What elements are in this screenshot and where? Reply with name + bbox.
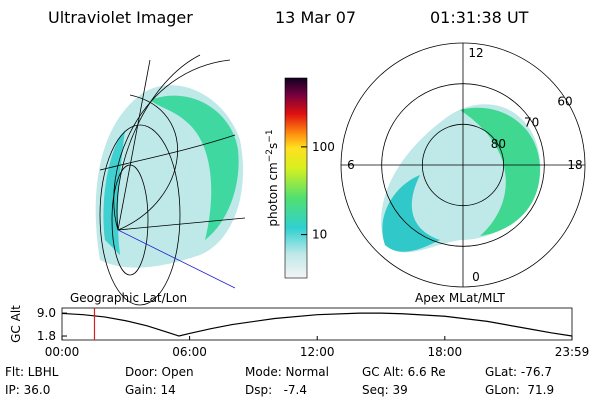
- info-field: Dsp: -7.4: [245, 383, 307, 397]
- x-tick-label: 18:00: [428, 345, 463, 359]
- geographic-image: [95, 54, 246, 306]
- x-tick-label: 23:59: [555, 345, 590, 359]
- x-tick-label: 12:00: [300, 345, 335, 359]
- lat-ring-label: 60: [557, 95, 572, 109]
- info-field: Gain: 14: [125, 383, 176, 397]
- title-time: 01:31:38 UT: [430, 8, 529, 27]
- mlt-label: 0: [472, 270, 480, 284]
- info-field: GC Alt: 6.6 Re: [362, 365, 446, 379]
- info-field: Mode: Normal: [245, 365, 329, 379]
- y-axis-label: GC Alt: [9, 305, 23, 343]
- mlt-label: 18: [567, 158, 582, 172]
- label-exp: −2: [265, 149, 275, 162]
- lat-ring-label: 70: [524, 116, 539, 130]
- title-instrument: Ultraviolet Imager: [48, 8, 193, 27]
- info-field: Seq: 39: [362, 383, 408, 397]
- info-field: GLat: -76.7: [485, 365, 552, 379]
- lat-ring-label: 80: [491, 137, 506, 151]
- lat-ring: [381, 83, 545, 247]
- polar-image: [381, 104, 541, 253]
- info-field: Door: Open: [125, 365, 194, 379]
- info-field: GLon: 71.9: [485, 383, 554, 397]
- mlt-label: 6: [347, 158, 355, 172]
- lat-ring: [340, 42, 586, 288]
- colorbar-label: photon cm−2s−1: [265, 129, 280, 226]
- polar-caption: Apex MLat/MLT: [415, 291, 505, 305]
- altitude-line: [61, 312, 573, 337]
- colorbar-tick-label: 10: [312, 228, 327, 242]
- lat-ring: [421, 123, 505, 207]
- y-tick-label: 9.0: [37, 306, 56, 320]
- label-base: photon cm: [266, 162, 280, 226]
- info-field: Flt: LBHL: [5, 365, 59, 379]
- mlt-label: 12: [468, 46, 483, 60]
- left-caption: Geographic Lat/Lon: [70, 291, 187, 305]
- colorbar: [284, 77, 308, 279]
- x-tick-label: 06:00: [172, 345, 207, 359]
- title-date: 13 Mar 07: [275, 8, 356, 27]
- label-unit: s: [266, 143, 280, 149]
- y-tick-label: 1.8: [37, 329, 56, 343]
- x-tick-label: 00:00: [45, 345, 80, 359]
- colorbar-tick-label: 100: [312, 140, 335, 154]
- info-field: IP: 36.0: [5, 383, 50, 397]
- label-exp: −1: [265, 129, 275, 142]
